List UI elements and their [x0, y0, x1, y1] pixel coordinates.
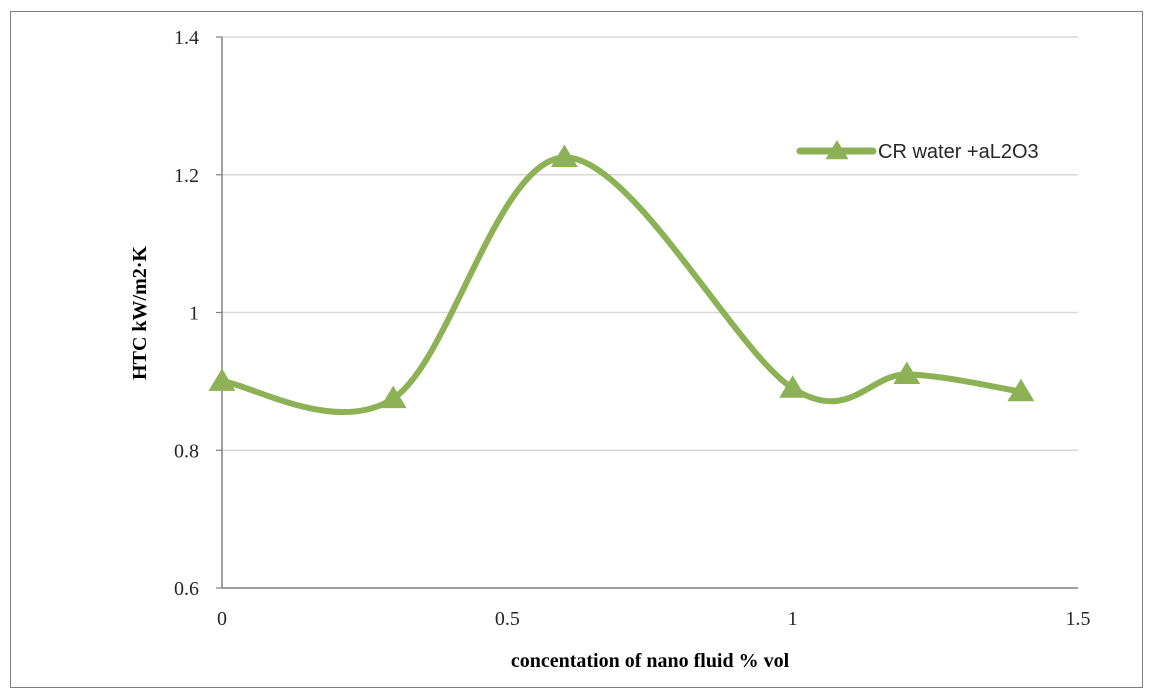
data-point-2 — [550, 144, 578, 168]
data-point-4 — [893, 361, 921, 384]
x-tick-label-0: 0 — [217, 608, 227, 630]
y-tick-label-2: 1 — [189, 303, 199, 325]
data-point-5 — [1007, 378, 1035, 402]
y-tick-labels: 0.6 0.8 1 1.2 1.4 — [174, 27, 199, 600]
gridlines — [222, 36, 1078, 451]
legend-label: CR water +aL2O3 — [878, 141, 1039, 163]
legend: CR water +aL2O3 — [796, 140, 1039, 163]
y-tick-label-1: 0.8 — [174, 440, 199, 462]
markers — [208, 144, 1035, 409]
x-tick-labels: 0 0.5 1 1.5 — [217, 608, 1091, 630]
y-tick-label-3: 1.2 — [174, 165, 199, 187]
x-tick-label-3: 1.5 — [1066, 608, 1091, 630]
chart-frame — [10, 11, 1143, 688]
data-point-0 — [208, 368, 236, 391]
data-point-1 — [379, 385, 407, 409]
data-point-3 — [779, 375, 807, 398]
legend-triangle-marker — [825, 140, 849, 160]
axes — [216, 36, 1078, 589]
y-tick-label-4: 1.4 — [174, 27, 199, 49]
y-tick-label-0: 0.6 — [174, 578, 199, 600]
x-axis-title: concentation of nano fluid % vol — [511, 650, 790, 672]
x-tick-label-1: 0.5 — [495, 608, 520, 630]
x-tick-label-2: 1 — [788, 608, 798, 630]
y-axis-title: HTC kW/m2·K — [129, 246, 151, 380]
